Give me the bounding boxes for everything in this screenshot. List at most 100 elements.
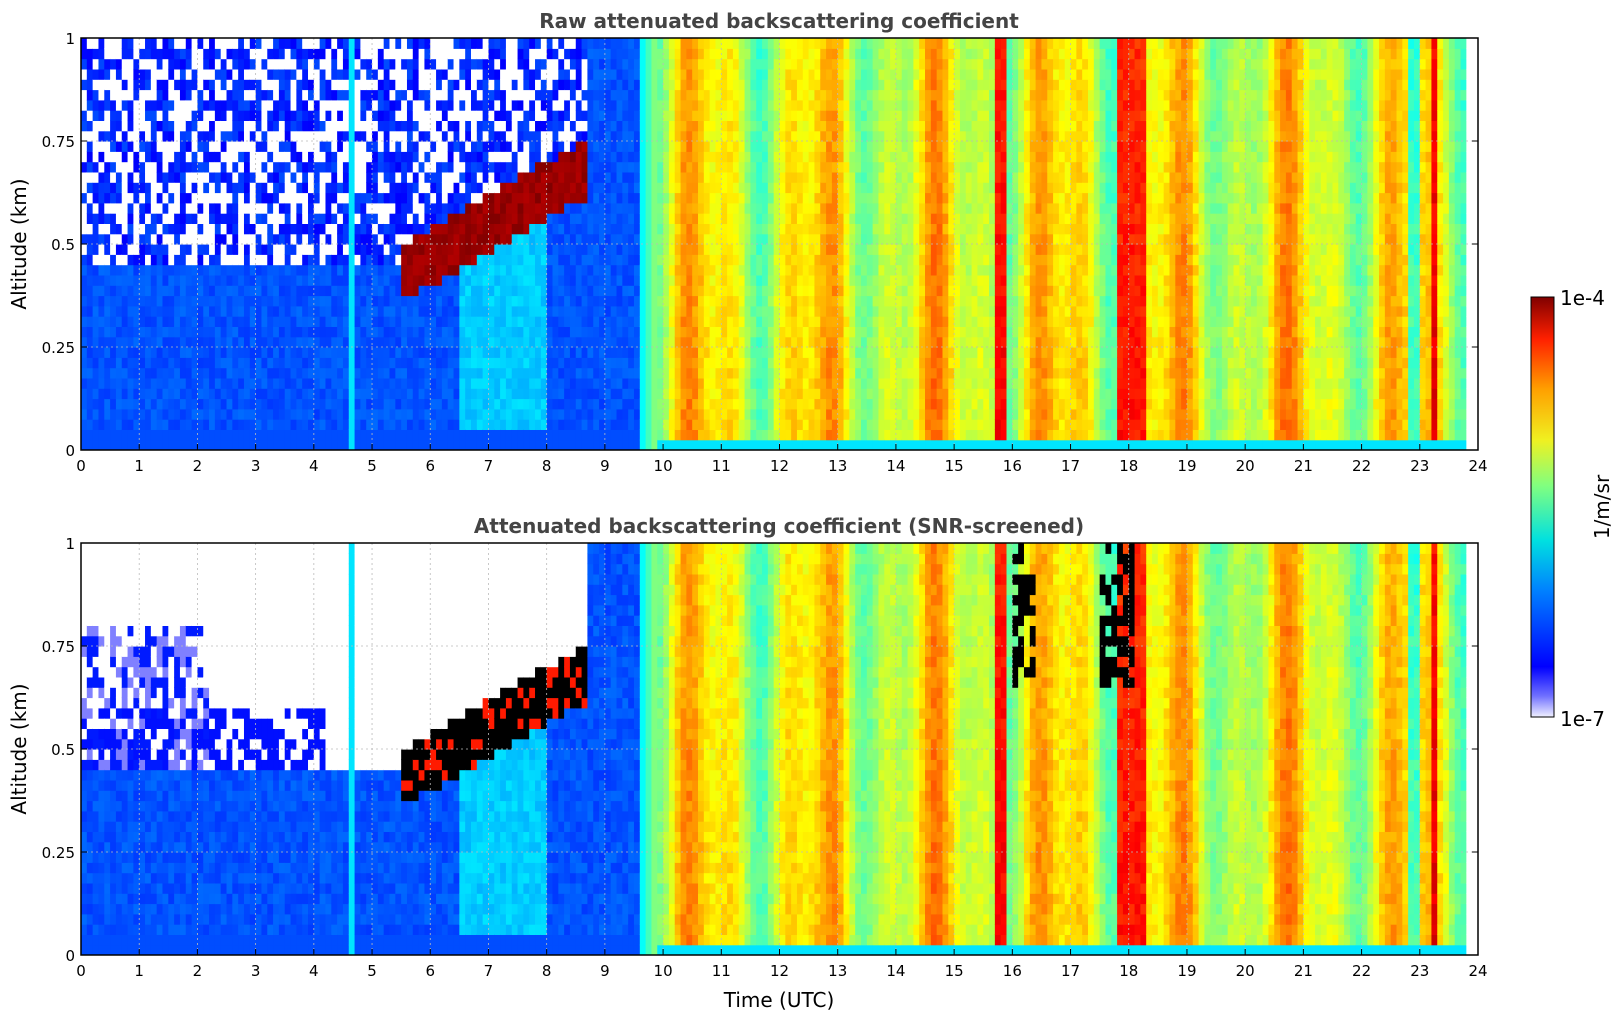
heatmap-cell [331,48,338,60]
heatmap-cell [686,429,693,441]
heatmap-cell [610,419,618,430]
heatmap-cell [744,336,751,348]
heatmap-cell [179,182,187,194]
heatmap-cell [674,130,682,142]
heatmap-cell [249,68,257,80]
heatmap-cell [150,110,158,121]
heatmap-cell [418,388,426,400]
heatmap-cell [121,295,129,307]
heatmap-cell [575,141,583,152]
heatmap-cell [383,388,391,400]
heatmap-cell [703,274,711,286]
heatmap-cell [261,254,268,266]
heatmap-cell [331,130,338,142]
heatmap-cell [342,274,350,286]
heatmap-cell [290,110,297,121]
heatmap-cell [727,233,734,245]
heatmap-cell [191,285,199,297]
heatmap-cell [709,141,717,152]
heatmap-cell [517,326,524,338]
heatmap-cell [488,316,495,327]
heatmap-cell [418,89,426,101]
heatmap-cell [174,38,181,49]
heatmap-cell [511,99,519,111]
heatmap-cell [727,347,734,358]
heatmap-cell [209,68,216,80]
heatmap-cell [715,79,722,91]
heatmap-cell [773,254,781,266]
heatmap-cell [232,38,239,49]
heatmap-cell [453,68,460,80]
heatmap-cell [377,233,385,245]
heatmap-cell [756,130,763,142]
heatmap-cell [546,357,554,369]
heatmap-cell [756,171,763,183]
heatmap-cell [308,233,315,245]
heatmap-cell [203,398,210,410]
heatmap-cell [779,408,786,420]
heatmap-cell [546,192,554,204]
heatmap-cell [81,316,88,327]
heatmap-cell [651,274,658,286]
heatmap-cell [441,429,449,441]
heatmap-cell [110,439,117,450]
heatmap-cell [674,408,682,420]
heatmap-cell [569,141,577,152]
heatmap-cell [651,377,658,389]
heatmap-cell [104,141,111,152]
heatmap-cell [523,388,530,400]
heatmap-cell [185,192,193,204]
heatmap-cell [325,367,332,379]
heatmap-cell [721,367,728,379]
heatmap-cell [284,110,292,121]
heatmap-cell [767,223,775,235]
heatmap-cell [791,151,798,163]
heatmap-cell [209,161,216,173]
heatmap-cell [604,223,612,235]
heatmap-cell [243,68,251,80]
heatmap-cell [505,285,513,297]
heatmap-cell [535,38,542,49]
heatmap-cell [668,110,676,121]
heatmap-cell [529,398,536,410]
heatmap-cell [337,367,344,379]
heatmap-cell [174,439,181,450]
heatmap-cell [587,110,594,121]
heatmap-cell [686,223,693,235]
heatmap-cell [447,233,455,245]
heatmap-cell [110,316,117,327]
heatmap-cell [476,254,484,266]
heatmap-cell [604,357,612,369]
heatmap-cell [98,38,105,49]
heatmap-cell [354,58,361,70]
heatmap-cell [389,388,396,400]
heatmap-cell [156,357,164,369]
heatmap-cell [802,377,810,389]
heatmap-cell [255,347,263,358]
heatmap-cell [121,419,129,430]
heatmap-cell [185,336,193,348]
heatmap-cell [337,192,344,204]
heatmap-cell [686,38,693,49]
heatmap-cell [366,439,373,450]
heatmap-cell [325,388,332,400]
heatmap-cell [238,48,245,60]
heatmap-cell [360,347,367,358]
heatmap-cell [104,429,111,441]
heatmap-cell [511,429,519,441]
heatmap-cell [663,398,670,410]
heatmap-cell [488,388,495,400]
heatmap-cell [418,48,426,60]
heatmap-cell [325,377,332,389]
heatmap-cell [727,171,734,183]
heatmap-cell [762,244,769,255]
heatmap-cell [220,244,228,255]
heatmap-cell [482,151,490,163]
heatmap-cell [558,130,565,142]
heatmap-cell [377,398,385,410]
heatmap-cell [308,398,315,410]
heatmap-cell [319,99,327,111]
heatmap-cell [628,120,635,132]
heatmap-cell [226,419,233,430]
heatmap-cell [587,202,594,214]
